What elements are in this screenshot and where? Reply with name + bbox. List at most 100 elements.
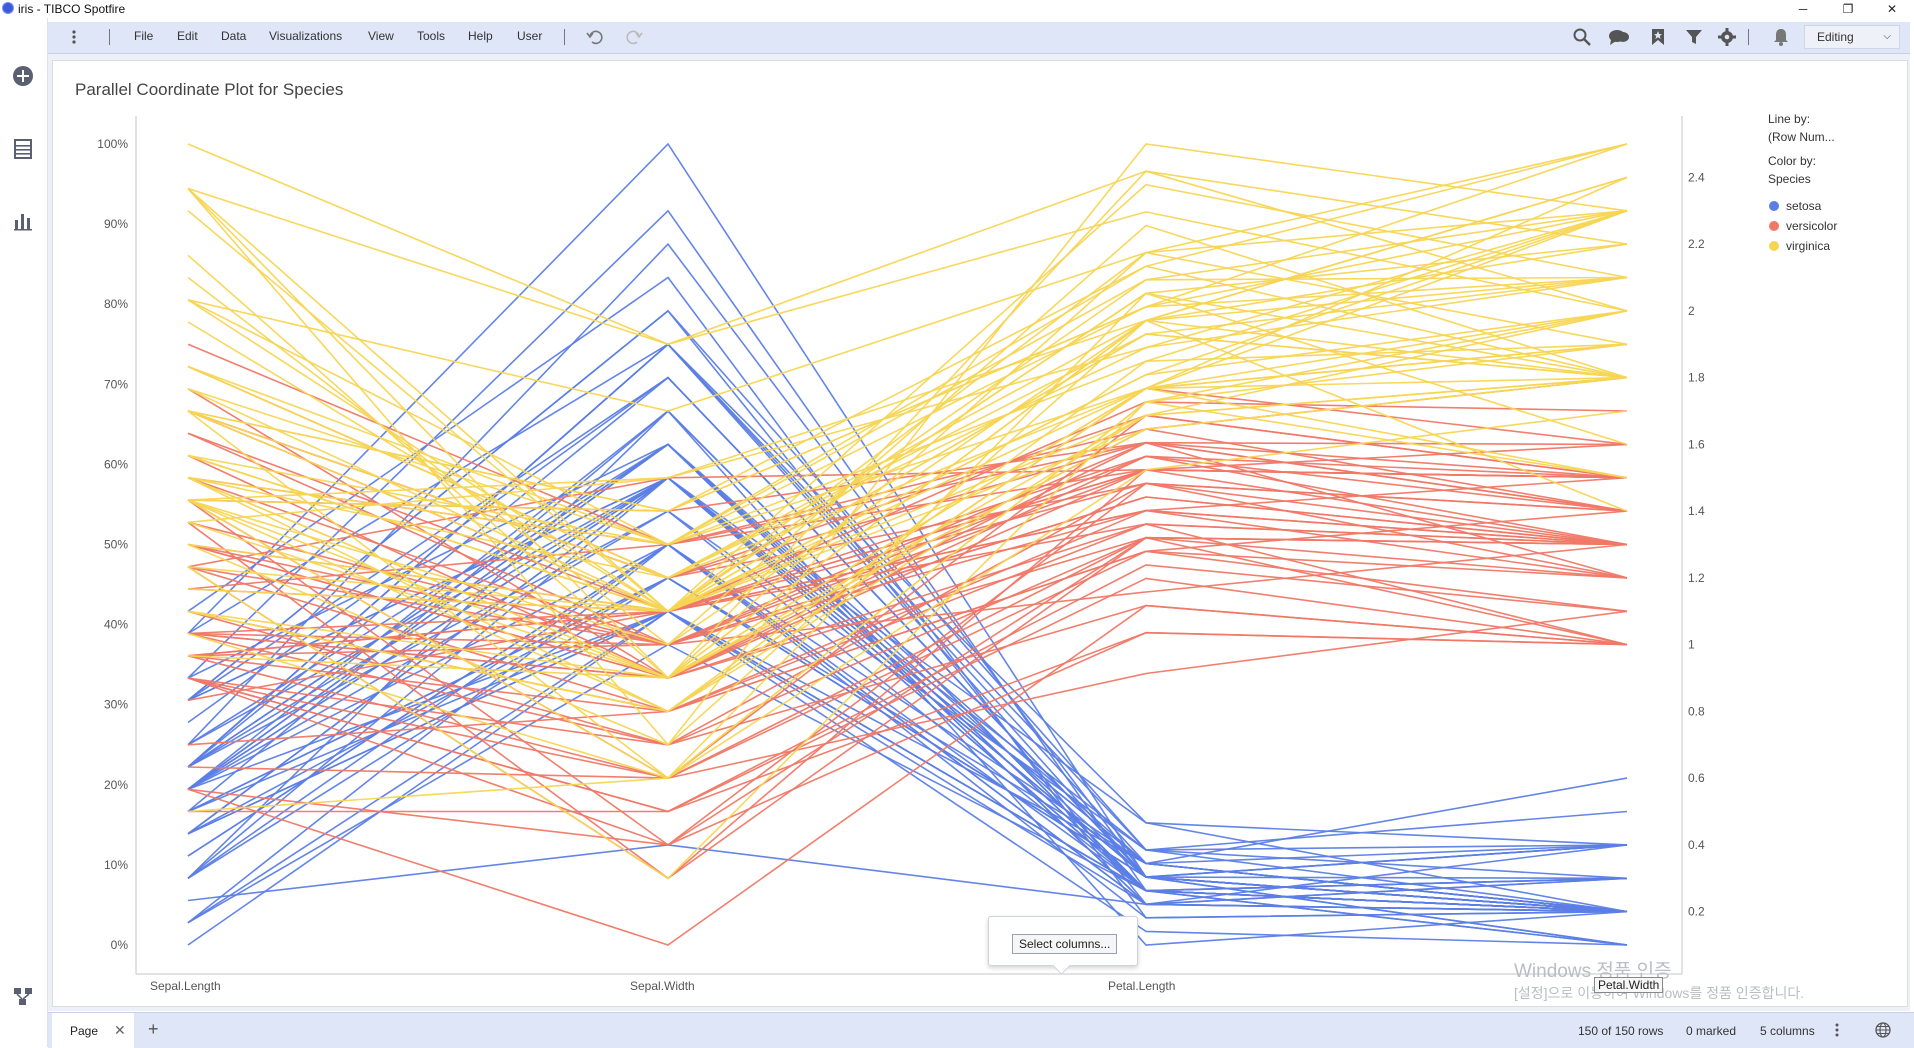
- data-line-setosa[interactable]: [187, 610, 1628, 946]
- data-line-virginica[interactable]: [187, 143, 1628, 412]
- mode-label: Editing: [1817, 30, 1854, 44]
- data-line-versicolor[interactable]: [187, 577, 1628, 813]
- add-page-icon[interactable]: +: [148, 1019, 159, 1039]
- data-line-virginica[interactable]: [187, 170, 1628, 346]
- collaboration-icon[interactable]: [1607, 27, 1631, 47]
- data-line-virginica[interactable]: [187, 292, 1628, 613]
- axis-label-sepal-width: Sepal.Width: [630, 979, 695, 993]
- data-line-setosa[interactable]: [187, 844, 1628, 906]
- menu-view[interactable]: View: [368, 29, 394, 43]
- data-line-virginica[interactable]: [187, 401, 1628, 880]
- menu-separator: [109, 29, 110, 45]
- right-tick-label: 0.8: [1688, 704, 1705, 718]
- data-line-virginica[interactable]: [187, 376, 1628, 613]
- search-icon[interactable]: [1572, 27, 1592, 47]
- page-tab[interactable]: Page ✕: [52, 1013, 134, 1048]
- legend-item-label: versicolor: [1786, 219, 1838, 233]
- data-line-setosa[interactable]: [187, 543, 1628, 924]
- data-line-virginica[interactable]: [187, 343, 1628, 780]
- globe-icon[interactable]: [1874, 1021, 1892, 1039]
- filter-icon[interactable]: [1684, 27, 1704, 47]
- legend-line-by-label: Line by:: [1768, 112, 1811, 126]
- data-line-versicolor[interactable]: [187, 496, 1628, 646]
- data-line-versicolor[interactable]: [187, 482, 1628, 846]
- left-tick-label: 70%: [104, 377, 128, 391]
- legend-color-by-value[interactable]: Species: [1768, 172, 1811, 186]
- data-canvas-icon[interactable]: [12, 985, 34, 1007]
- left-tick-label: 20%: [104, 778, 128, 792]
- menu-user[interactable]: User: [517, 29, 543, 43]
- minimize-button[interactable]: ─: [1798, 2, 1808, 16]
- data-line-virginica[interactable]: [187, 333, 1628, 579]
- window-title: iris - TIBCO Spotfire: [18, 2, 126, 16]
- data-line-setosa[interactable]: [187, 376, 1628, 913]
- data-line-virginica[interactable]: [187, 310, 1628, 679]
- menu-data[interactable]: Data: [221, 29, 247, 43]
- chevron-down-icon: ⌵: [1883, 31, 1891, 42]
- legend-item-versicolor[interactable]: versicolor: [1768, 216, 1898, 236]
- data-table-icon[interactable]: [12, 138, 34, 160]
- left-tick-label: 50%: [104, 538, 128, 552]
- data-line-virginica[interactable]: [187, 319, 1628, 746]
- notifications-bell-icon[interactable]: [1771, 27, 1791, 47]
- data-line-virginica[interactable]: [187, 143, 1628, 346]
- data-line-setosa[interactable]: [187, 343, 1628, 913]
- menu-help[interactable]: Help: [468, 29, 493, 43]
- data-line-versicolor[interactable]: [187, 610, 1628, 779]
- menu-edit[interactable]: Edit: [177, 29, 198, 43]
- data-line-versicolor[interactable]: [187, 509, 1628, 635]
- bookmark-icon[interactable]: [1648, 27, 1668, 47]
- data-line-setosa[interactable]: [187, 376, 1628, 913]
- data-line-versicolor[interactable]: [187, 604, 1628, 746]
- data-line-virginica[interactable]: [187, 343, 1628, 713]
- left-tick-label: 30%: [104, 698, 128, 712]
- data-line-virginica[interactable]: [187, 187, 1628, 613]
- data-line-versicolor[interactable]: [187, 523, 1628, 679]
- data-line-setosa[interactable]: [187, 643, 1628, 924]
- settings-gear-icon[interactable]: [1717, 27, 1737, 47]
- data-line-virginica[interactable]: [187, 210, 1628, 524]
- close-icon[interactable]: ✕: [114, 1022, 126, 1038]
- status-more-icon[interactable]: [1834, 1022, 1840, 1038]
- select-columns-button[interactable]: Select columns...: [1012, 934, 1118, 954]
- data-line-versicolor[interactable]: [187, 482, 1628, 746]
- data-line-versicolor[interactable]: [187, 631, 1628, 846]
- data-line-versicolor[interactable]: [187, 443, 1628, 568]
- data-line-virginica[interactable]: [187, 376, 1628, 613]
- data-line-versicolor[interactable]: [187, 536, 1628, 746]
- left-tick-label: 60%: [104, 457, 128, 471]
- data-line-setosa[interactable]: [187, 443, 1628, 865]
- restore-button[interactable]: ❐: [1842, 2, 1854, 16]
- data-line-virginica[interactable]: [187, 143, 1628, 512]
- legend-item-label: setosa: [1786, 199, 1822, 213]
- add-icon[interactable]: [12, 65, 34, 87]
- marked-count: 0 marked: [1686, 1024, 1737, 1038]
- menu-tools[interactable]: Tools: [417, 29, 446, 43]
- redo-icon[interactable]: [624, 27, 644, 47]
- legend-item-setosa[interactable]: setosa: [1768, 196, 1898, 216]
- activation-watermark-text: [설정]으로 이동하여 Windows를 정품 인증합니다.: [1514, 985, 1805, 1001]
- mode-dropdown[interactable]: Editing ⌵: [1804, 25, 1900, 49]
- data-line-virginica[interactable]: [187, 310, 1628, 613]
- data-line-virginica[interactable]: [187, 143, 1628, 512]
- legend-line-by-value[interactable]: (Row Num...: [1768, 130, 1835, 144]
- right-tick-label: 2.4: [1688, 170, 1705, 184]
- data-line-virginica[interactable]: [187, 176, 1628, 579]
- legend-item-virginica[interactable]: virginica: [1768, 236, 1898, 256]
- data-line-virginica[interactable]: [187, 176, 1628, 679]
- spotfire-logo-icon: [2, 2, 14, 14]
- data-line-virginica[interactable]: [187, 343, 1628, 713]
- data-line-virginica[interactable]: [187, 210, 1628, 579]
- menu-visualizations[interactable]: Visualizations: [269, 29, 343, 43]
- undo-icon[interactable]: [585, 27, 605, 47]
- right-tick-label: 0.4: [1688, 838, 1705, 852]
- right-tick-label: 0.2: [1688, 905, 1705, 919]
- menu-file[interactable]: File: [134, 29, 154, 43]
- data-line-virginica[interactable]: [187, 265, 1628, 546]
- data-line-virginica[interactable]: [187, 170, 1628, 680]
- close-window-button[interactable]: ✕: [1886, 2, 1898, 16]
- visualizations-icon[interactable]: [12, 210, 34, 232]
- more-options-icon[interactable]: [71, 29, 77, 45]
- data-line-versicolor[interactable]: [187, 536, 1628, 779]
